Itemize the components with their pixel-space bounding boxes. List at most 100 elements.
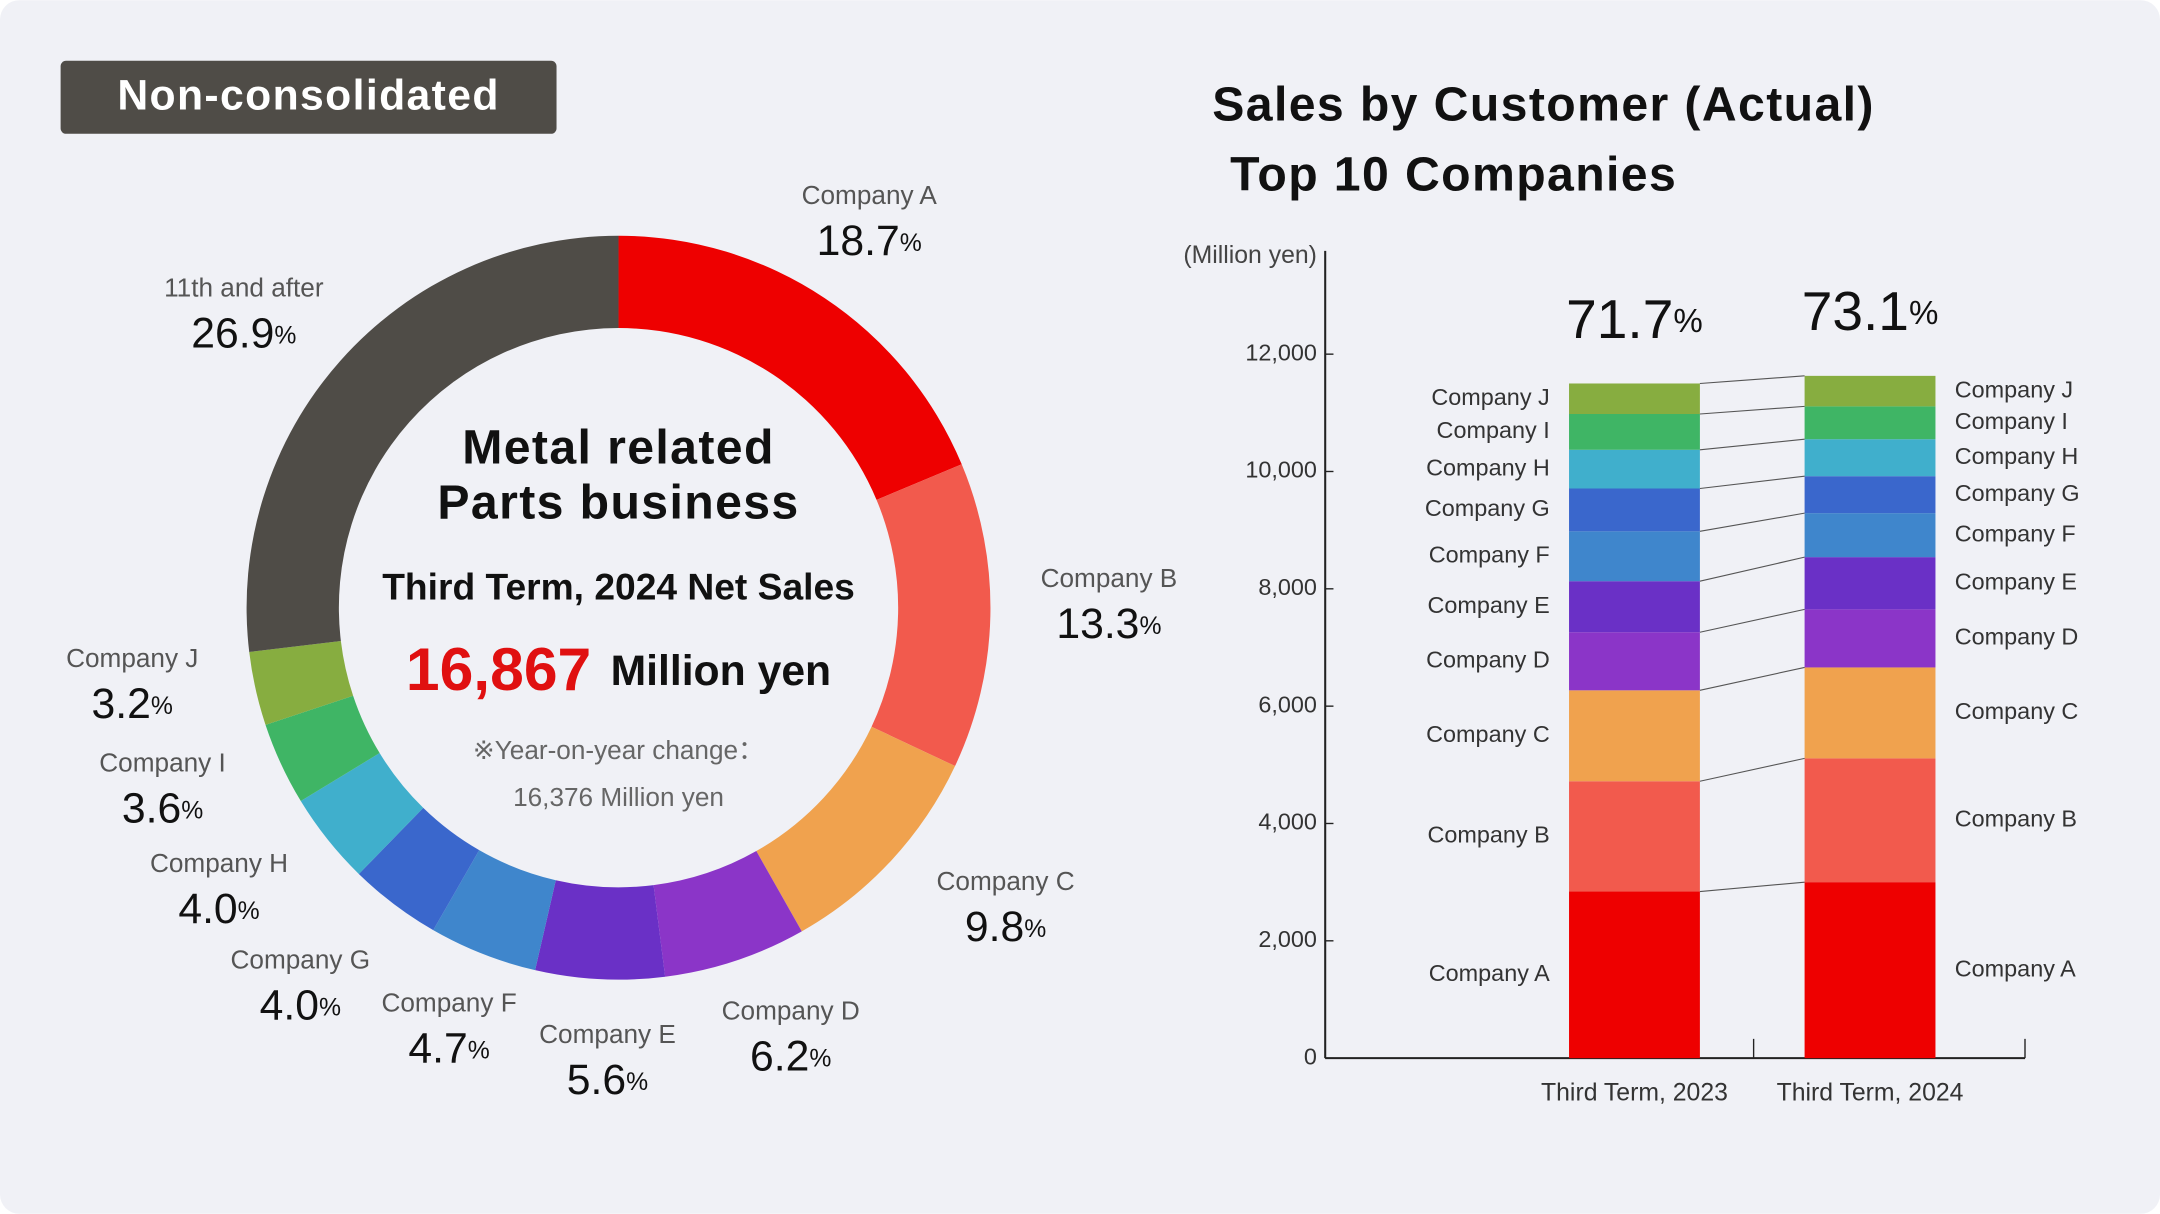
bar-segment [1804, 758, 1936, 883]
bar-segment [1569, 632, 1700, 691]
total-unit: Million yen [611, 647, 832, 695]
slice-value-unit: % [1139, 613, 1161, 640]
y-tick-label: 10,000 [1245, 457, 1317, 483]
slice-value-number: 26.9 [191, 310, 274, 358]
chart-title: Top 10 Companies [1230, 148, 1677, 202]
segment-label: Company E [1955, 568, 2077, 594]
x-tick-label: Third Term, 2024 [1777, 1080, 1964, 1107]
segment-label: Company I [1955, 408, 2068, 434]
donut-slice [300, 753, 424, 874]
connector [1699, 881, 1805, 893]
segment-label: Company H [1426, 454, 1550, 480]
slice-value-unit: % [900, 230, 922, 257]
donut-slice [358, 807, 480, 931]
segment-label: Company D [1426, 646, 1550, 672]
connector [1699, 757, 1805, 782]
slice-label: Company A [802, 180, 938, 210]
slice-label: 11th and after [164, 272, 324, 302]
bar-segment [1569, 488, 1700, 532]
center-subtitle: Third Term, 2024 Net Sales [382, 566, 855, 608]
bar-segment [1804, 406, 1936, 440]
segment-label: Company B [1955, 805, 2077, 831]
bar-segment [1569, 581, 1700, 633]
segment-label: Company A [1955, 955, 2076, 981]
bar-segment [1569, 781, 1700, 892]
center-title: Parts business [437, 475, 799, 529]
badge [60, 60, 557, 134]
connector [1699, 475, 1805, 490]
donut-slice [246, 235, 619, 652]
connector [1699, 375, 1805, 385]
segment-label: Company J [1955, 376, 2073, 402]
center-previous: 16,376 Million yen [513, 782, 724, 812]
bar-segment [1569, 413, 1700, 450]
center-title: Metal related [462, 420, 775, 474]
segment-label: Company F [1429, 541, 1550, 567]
total-label: 73.1% [1802, 280, 1939, 342]
slice-value-unit: % [319, 994, 341, 1021]
slice-label: Company C [937, 866, 1075, 896]
bar-segment [1804, 667, 1936, 759]
y-tick-label: 0 [1304, 1043, 1317, 1069]
slice-label: Company I [99, 748, 225, 778]
y-tick-label: 2,000 [1258, 926, 1317, 952]
bar-segment [1804, 557, 1936, 610]
slice-value-unit: % [626, 1068, 648, 1095]
segment-label: Company G [1425, 495, 1550, 521]
slice-value: 5.6% [567, 1056, 648, 1104]
slice-value-number: 4.0 [178, 885, 237, 933]
segment-label: Company J [1431, 384, 1549, 410]
slice-value-unit: % [238, 898, 260, 925]
y-tick-label: 12,000 [1245, 339, 1317, 365]
connector [1699, 512, 1805, 532]
y-tick-label: 4,000 [1258, 809, 1317, 835]
connector [1699, 608, 1805, 633]
bar-segment [1804, 375, 1936, 407]
connector [1699, 666, 1805, 691]
y-tick-label: 6,000 [1258, 691, 1317, 717]
slice-value: 26.9% [191, 310, 296, 358]
bar-segment [1804, 882, 1936, 1059]
slice-label: Company F [381, 987, 516, 1017]
total-number: 16,867 [406, 635, 591, 703]
slice-value-number: 5.6 [567, 1056, 626, 1104]
slice-value-number: 18.7 [817, 217, 900, 265]
slice-label: Company H [150, 848, 288, 878]
donut-slice [249, 640, 354, 725]
segment-label: Company C [1426, 721, 1550, 747]
donut-slice [871, 464, 991, 767]
slice-value-unit: % [468, 1037, 490, 1064]
segment-label: Company B [1427, 822, 1549, 848]
slice-value-number: 6.2 [750, 1033, 809, 1081]
bar-segment [1569, 449, 1700, 489]
slice-value-number: 9.8 [965, 903, 1024, 951]
slice-value-unit: % [809, 1045, 831, 1072]
slice-value: 9.8% [965, 903, 1046, 951]
slice-value: 13.3% [1056, 600, 1161, 648]
slice-value: 3.2% [92, 680, 173, 728]
bar-segment [1804, 439, 1936, 477]
donut-slice [756, 726, 956, 932]
x-tick-label: Third Term, 2023 [1541, 1080, 1728, 1107]
bar-segment [1569, 383, 1700, 414]
slice-value: 4.7% [408, 1025, 489, 1073]
slice-label: Company G [231, 945, 371, 975]
donut-slice [535, 880, 666, 980]
slice-value: 4.0% [178, 885, 259, 933]
chart-title: Sales by Customer (Actual) [1212, 77, 1875, 131]
slice-label: Company J [66, 643, 198, 673]
total-label-unit: % [1909, 295, 1938, 332]
slice-value: 3.6% [122, 785, 203, 833]
segment-label: Company G [1955, 480, 2080, 506]
segment-label: Company I [1437, 417, 1550, 443]
segment-label: Company H [1955, 443, 2079, 469]
slice-value-number: 13.3 [1056, 600, 1139, 648]
slice-value: 4.0% [260, 982, 341, 1030]
segment-label: Company F [1955, 520, 2076, 546]
slice-value: 6.2% [750, 1033, 831, 1081]
slice-label: Company E [539, 1019, 676, 1049]
center-total: 16,867 Million yen [406, 635, 831, 703]
slice-value-unit: % [274, 322, 296, 349]
